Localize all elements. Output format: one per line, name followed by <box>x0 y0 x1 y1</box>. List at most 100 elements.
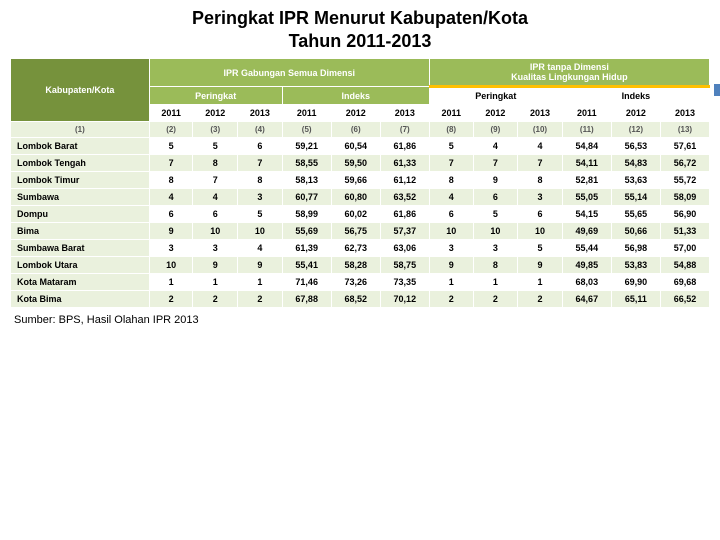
data-cell: 1 <box>149 274 193 291</box>
data-cell: 9 <box>429 257 473 274</box>
data-cell: 57,61 <box>660 138 709 155</box>
data-cell: 61,86 <box>380 138 429 155</box>
data-cell: 10 <box>193 223 238 240</box>
data-cell: 1 <box>473 274 518 291</box>
data-cell: 9 <box>518 257 563 274</box>
year-header: 2013 <box>660 105 709 122</box>
data-cell: 51,33 <box>660 223 709 240</box>
data-cell: 49,69 <box>562 223 611 240</box>
data-cell: 10 <box>429 223 473 240</box>
data-cell: 60,80 <box>331 189 380 206</box>
data-cell: 56,72 <box>660 155 709 172</box>
data-cell: 4 <box>473 138 518 155</box>
year-header: 2012 <box>331 105 380 122</box>
data-cell: 58,09 <box>660 189 709 206</box>
data-cell: 69,90 <box>611 274 660 291</box>
col-number: (1) <box>11 122 150 138</box>
data-cell: 66,52 <box>660 291 709 308</box>
table-row: Lombok Tengah78758,5559,5061,3377754,115… <box>11 155 710 172</box>
year-header: 2012 <box>473 105 518 122</box>
data-cell: 10 <box>238 223 283 240</box>
data-cell: 5 <box>518 240 563 257</box>
data-cell: 54,83 <box>611 155 660 172</box>
data-cell: 7 <box>429 155 473 172</box>
page-title-line2: Tahun 2011-2013 <box>0 31 720 58</box>
header-group-right-line2: Kualitas Lingkungan Hidup <box>511 72 628 82</box>
year-header: 2011 <box>149 105 193 122</box>
data-cell: 8 <box>193 155 238 172</box>
data-cell: 9 <box>149 223 193 240</box>
data-cell: 60,02 <box>331 206 380 223</box>
data-cell: 54,15 <box>562 206 611 223</box>
data-cell: 58,99 <box>282 206 331 223</box>
year-header: 2011 <box>562 105 611 122</box>
table-row: Bima9101055,6956,7557,3710101049,6950,66… <box>11 223 710 240</box>
year-header: 2011 <box>429 105 473 122</box>
data-cell: 73,35 <box>380 274 429 291</box>
col-number: (6) <box>331 122 380 138</box>
data-cell: 8 <box>149 172 193 189</box>
data-cell: 58,28 <box>331 257 380 274</box>
data-cell: 3 <box>518 189 563 206</box>
data-cell: 56,90 <box>660 206 709 223</box>
data-cell: 55,65 <box>611 206 660 223</box>
data-cell: 10 <box>473 223 518 240</box>
source-text: Sumber: BPS, Hasil Olahan IPR 2013 <box>0 308 720 326</box>
year-header: 2013 <box>238 105 283 122</box>
data-cell: 3 <box>238 189 283 206</box>
data-cell: 55,05 <box>562 189 611 206</box>
data-cell: 2 <box>473 291 518 308</box>
data-cell: 73,26 <box>331 274 380 291</box>
data-cell: 5 <box>429 138 473 155</box>
row-label: Lombok Utara <box>11 257 150 274</box>
table-row: Lombok Barat55659,2160,5461,8654454,8456… <box>11 138 710 155</box>
data-cell: 60,77 <box>282 189 331 206</box>
data-cell: 5 <box>193 138 238 155</box>
row-label: Lombok Tengah <box>11 155 150 172</box>
data-cell: 6 <box>149 206 193 223</box>
data-cell: 59,66 <box>331 172 380 189</box>
row-label: Sumbawa <box>11 189 150 206</box>
data-cell: 2 <box>238 291 283 308</box>
table-row: Sumbawa Barat33461,3962,7363,0633555,445… <box>11 240 710 257</box>
data-cell: 8 <box>473 257 518 274</box>
data-cell: 59,21 <box>282 138 331 155</box>
colnum-row: (1)(2)(3)(4)(5)(6)(7)(8)(9)(10)(11)(12)(… <box>11 122 710 138</box>
data-cell: 8 <box>238 172 283 189</box>
data-cell: 55,72 <box>660 172 709 189</box>
header-peringkat-left: Peringkat <box>149 87 282 105</box>
header-indeks-right: Indeks <box>562 87 709 105</box>
data-cell: 60,54 <box>331 138 380 155</box>
col-number: (11) <box>562 122 611 138</box>
data-cell: 69,68 <box>660 274 709 291</box>
year-header: 2011 <box>282 105 331 122</box>
data-cell: 4 <box>149 189 193 206</box>
table-row: Kota Bima22267,8868,5270,1222264,6765,11… <box>11 291 710 308</box>
table-row: Dompu66558,9960,0261,8665654,1555,6556,9… <box>11 206 710 223</box>
data-cell: 63,06 <box>380 240 429 257</box>
data-cell: 2 <box>193 291 238 308</box>
data-cell: 6 <box>518 206 563 223</box>
data-cell: 3 <box>429 240 473 257</box>
header-group-right: IPR tanpa Dimensi Kualitas Lingkungan Hi… <box>429 59 709 87</box>
col-number: (4) <box>238 122 283 138</box>
data-cell: 64,67 <box>562 291 611 308</box>
data-cell: 4 <box>238 240 283 257</box>
col-number: (5) <box>282 122 331 138</box>
data-cell: 53,63 <box>611 172 660 189</box>
data-cell: 62,73 <box>331 240 380 257</box>
data-cell: 2 <box>429 291 473 308</box>
data-cell: 5 <box>238 206 283 223</box>
data-cell: 55,44 <box>562 240 611 257</box>
row-label: Lombok Barat <box>11 138 150 155</box>
year-header: 2013 <box>518 105 563 122</box>
data-cell: 9 <box>473 172 518 189</box>
data-cell: 8 <box>518 172 563 189</box>
data-cell: 58,13 <box>282 172 331 189</box>
row-label: Sumbawa Barat <box>11 240 150 257</box>
data-cell: 9 <box>238 257 283 274</box>
data-cell: 61,12 <box>380 172 429 189</box>
data-cell: 53,83 <box>611 257 660 274</box>
data-cell: 4 <box>518 138 563 155</box>
data-cell: 3 <box>149 240 193 257</box>
